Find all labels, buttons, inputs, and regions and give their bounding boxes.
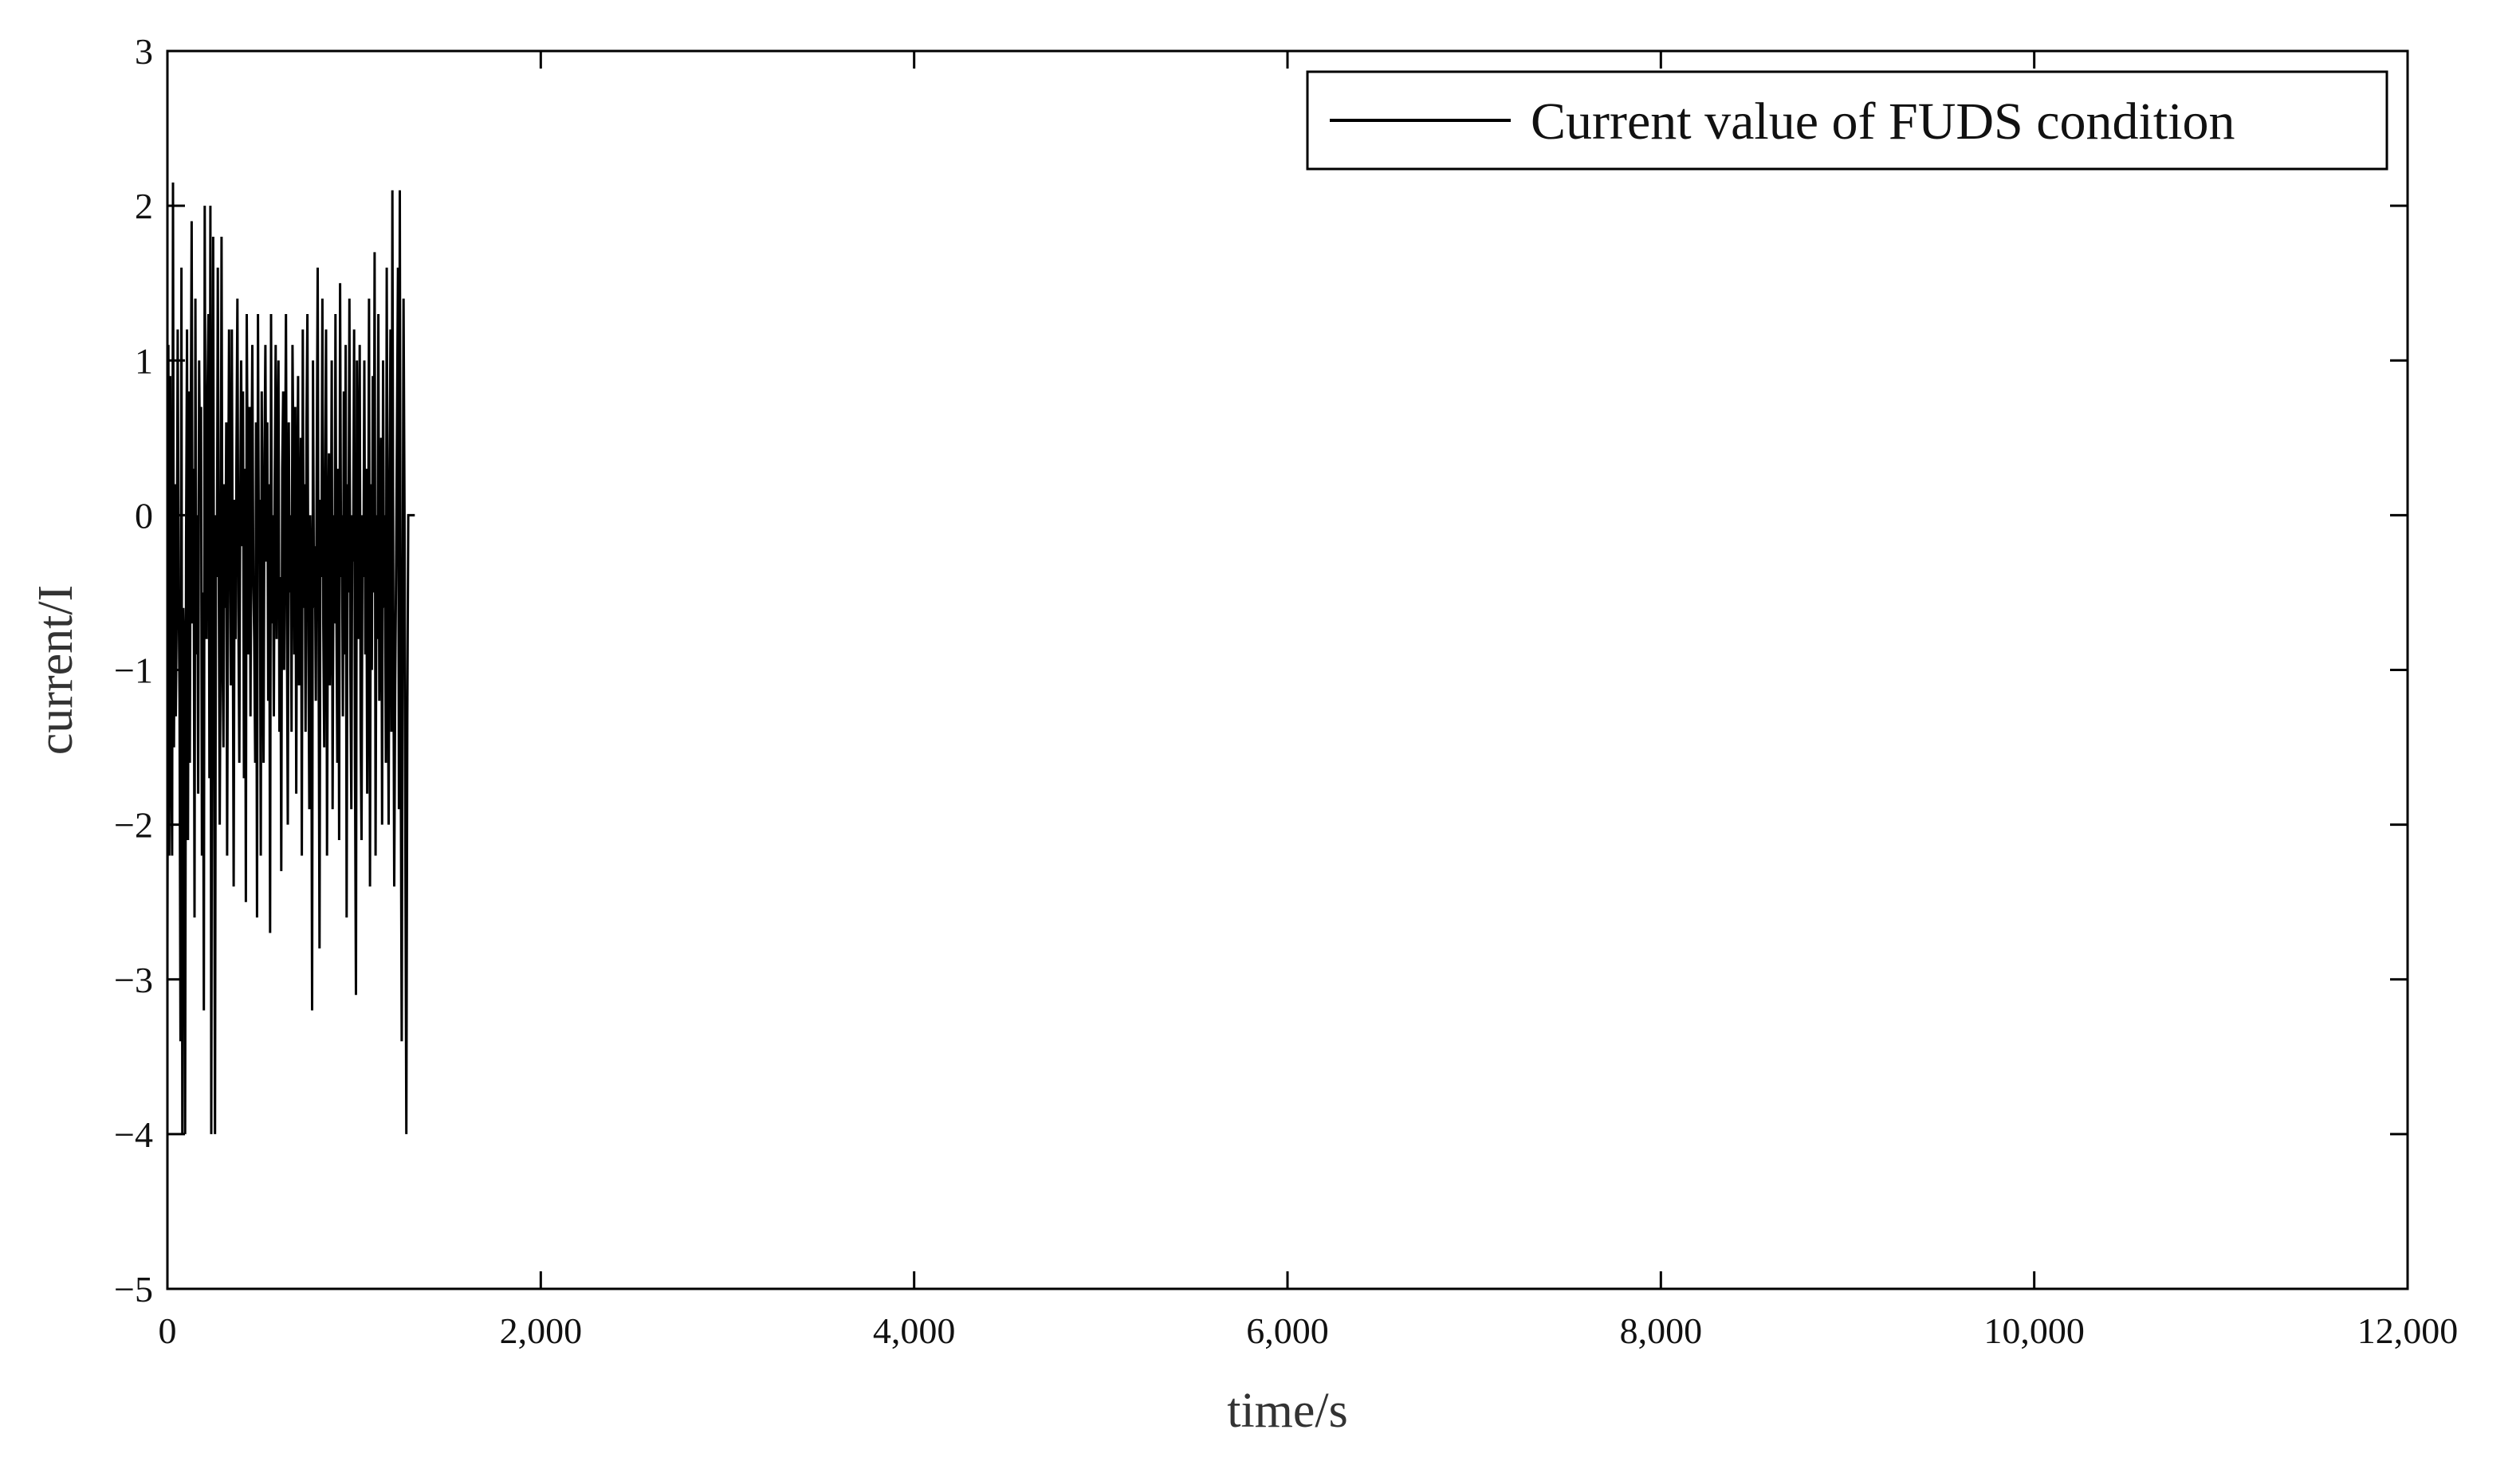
- y-tick-label: −3: [114, 960, 153, 1000]
- x-tick-label: 4,000: [873, 1310, 956, 1351]
- y-tick-label: −1: [114, 650, 153, 691]
- axes-layer: 0 2,000 4,000 6,000 8,000 10,000 12,000 3 2 1 0 −1 −…: [114, 31, 2458, 1351]
- x-tick-label: 10,000: [1983, 1310, 2085, 1351]
- y-tick-label: 3: [135, 31, 153, 72]
- x-tick-label: 2,000: [500, 1310, 583, 1351]
- y-tick-label: −4: [114, 1114, 153, 1155]
- y-axis-label: current/I: [29, 585, 83, 755]
- y-tick-label: 0: [135, 495, 153, 536]
- x-tick-label: 12,000: [2357, 1310, 2459, 1351]
- x-tick-label: 0: [159, 1310, 177, 1351]
- y-tick-label: 1: [135, 340, 153, 381]
- series-line-fuds-current: [166, 182, 415, 1134]
- x-tick-label: 8,000: [1620, 1310, 1703, 1351]
- y-tick-label: 2: [135, 186, 153, 226]
- legend: Current value of FUDS condition: [1306, 70, 2388, 171]
- legend-label: Current value of FUDS condition: [1531, 92, 2235, 151]
- x-axis-label: time/s: [1227, 1384, 1348, 1438]
- data-layer: [166, 182, 415, 1134]
- x-tick-label: 6,000: [1246, 1310, 1329, 1351]
- y-tick-label: −2: [114, 805, 153, 846]
- y-tick-label: −5: [114, 1269, 153, 1310]
